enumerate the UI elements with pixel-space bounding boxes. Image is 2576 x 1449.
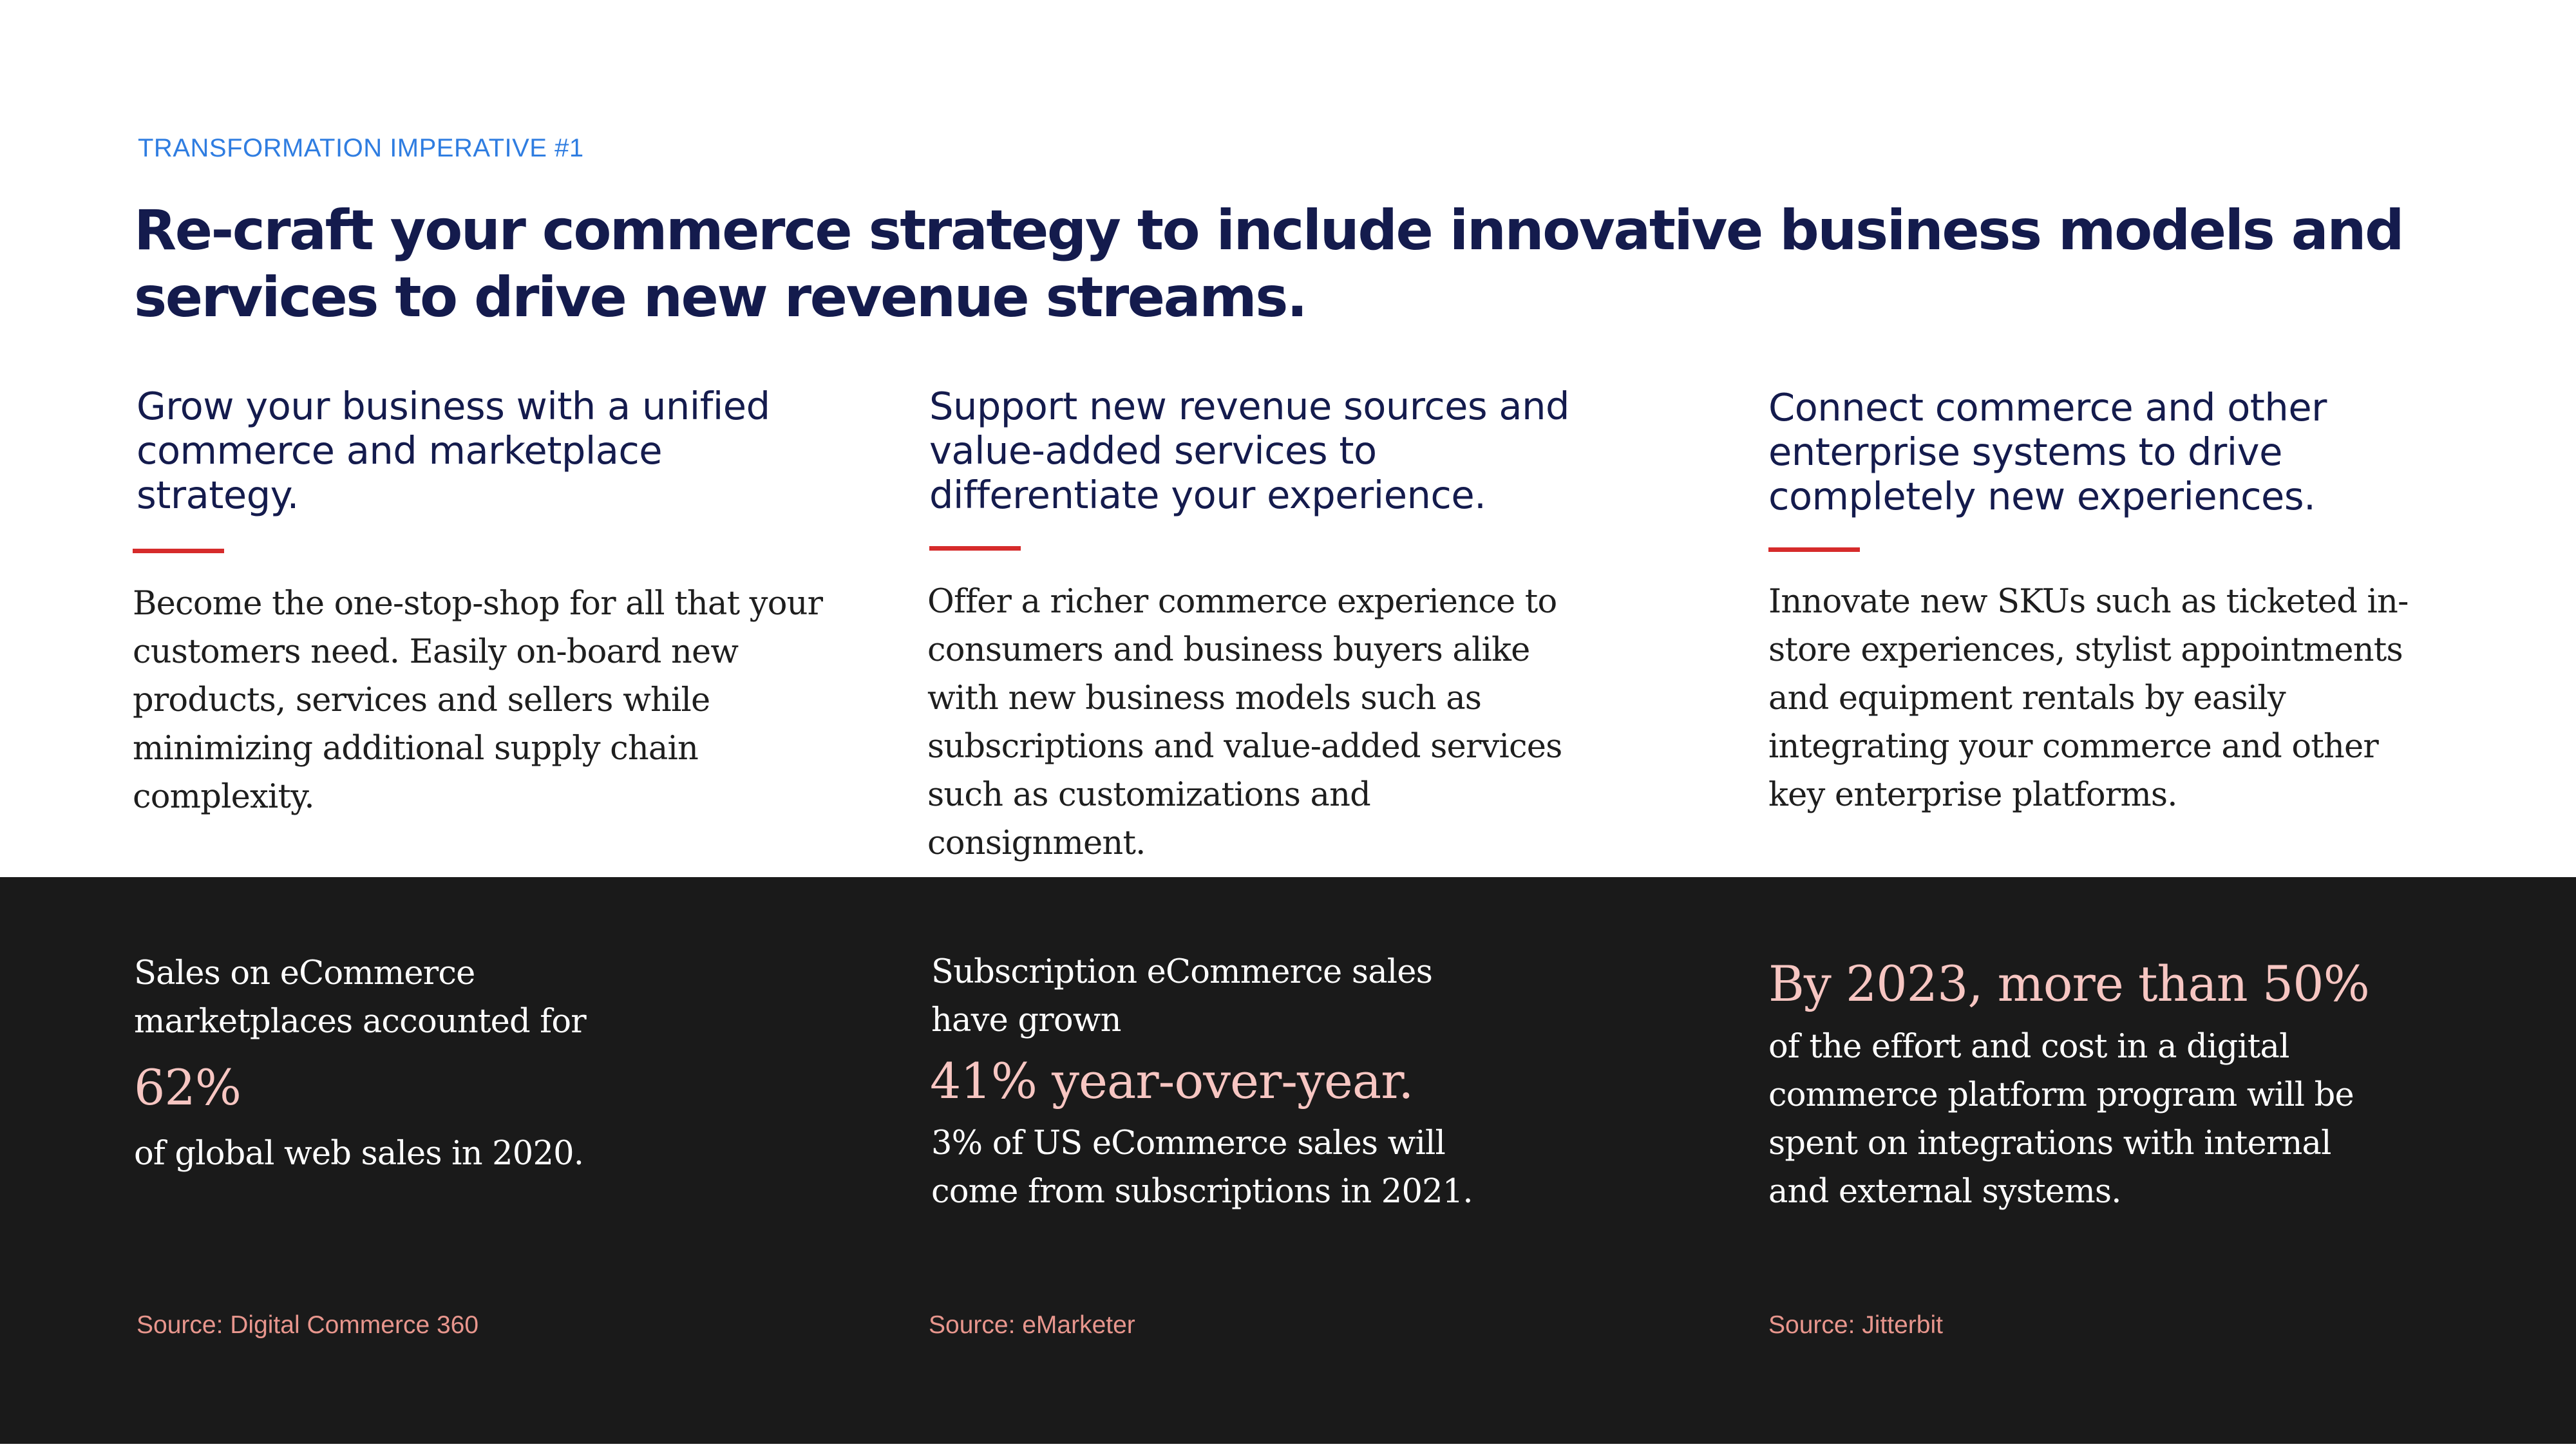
stat-2-source: Source: eMarketer [929, 1311, 1135, 1339]
stat-1-intro: Sales on eCommerce marketplaces accounte… [134, 954, 587, 1041]
stats-band [0, 877, 2576, 1444]
stat-3-outro: of the effort and cost in a digital comm… [1768, 1028, 2354, 1211]
stat-1-highlight: 62% [134, 1059, 242, 1116]
stat-2-intro: Subscription eCommerce sales have grown [931, 953, 1433, 1039]
column-1-body: Become the one-stop-shop for all that yo… [133, 585, 823, 816]
page-headline: Re-craft your commerce strategy to inclu… [134, 198, 2405, 330]
stat-3-highlight: By 2023, more than 50% [1768, 955, 2370, 1012]
stat-1-outro: of global web sales in 2020. [134, 1135, 584, 1173]
stat-1-source: Source: Digital Commerce 360 [137, 1311, 479, 1339]
column-3-heading: Connect commerce and other enterprise sy… [1768, 385, 2327, 518]
stat-2-outro: 3% of US eCommerce sales will come from … [931, 1124, 1473, 1211]
stat-3-source: Source: Jitterbit [1768, 1311, 1943, 1339]
eyebrow-label: TRANSFORMATION IMPERATIVE #1 [138, 134, 584, 162]
column-2-rule [929, 546, 1021, 551]
column-2-body: Offer a richer commerce experience to co… [927, 583, 1562, 862]
stat-2-highlight: 41% year-over-year. [930, 1052, 1414, 1110]
column-2-heading: Support new revenue sources and value-ad… [929, 384, 1569, 517]
column-1-rule [133, 549, 224, 553]
column-1-heading: Grow your business with a unified commer… [137, 384, 770, 517]
column-3-body: Innovate new SKUs such as ticketed in-st… [1768, 583, 2409, 814]
column-3-rule [1768, 547, 1860, 552]
